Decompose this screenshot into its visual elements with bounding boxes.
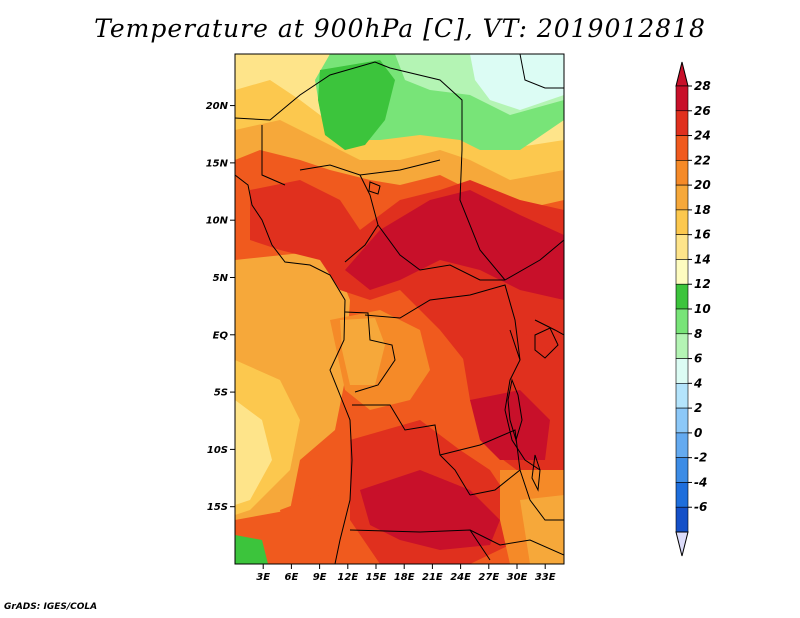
- colorbar-label: 0: [694, 426, 702, 440]
- colorbar-swatch: [675, 308, 689, 335]
- coastline-west-africa: [235, 174, 353, 564]
- lon-tick-label: 15E: [366, 572, 387, 583]
- colorbar-label: 20: [694, 178, 711, 192]
- lon-tick-label: 18E: [394, 572, 415, 583]
- lat-tick-label: EQ: [213, 330, 229, 341]
- border-gabon-congo: [344, 311, 396, 393]
- lon-tick-label: 6E: [285, 572, 299, 583]
- lon-tick-label: 27E: [478, 572, 499, 583]
- lat-tick-label: 10S: [207, 445, 228, 456]
- lake-malawi: [531, 454, 541, 492]
- lon-tick-label: 12E: [337, 572, 358, 583]
- lon-tick-label: 3E: [256, 572, 270, 583]
- field-sw-warm: [280, 495, 350, 564]
- colorbar-swatch: [675, 482, 689, 508]
- colorbar-swatch: [675, 209, 689, 235]
- lon-tick-label: 33E: [535, 572, 556, 583]
- border-sa: [469, 529, 564, 556]
- field-pale-southwest: [235, 400, 272, 505]
- colorbar-label: 14: [694, 252, 711, 266]
- colorbar-label: 6: [694, 352, 702, 366]
- lon-tick-label: 30E: [507, 572, 528, 583]
- colorbar-top-arrow: [675, 61, 689, 87]
- border-mozambique: [519, 469, 564, 521]
- field-north-cyan: [470, 54, 564, 110]
- nile-red-sea: [519, 54, 564, 89]
- border-kenya: [534, 319, 564, 336]
- border-cameroon-car: [377, 224, 505, 281]
- colorbar-label: -6: [694, 500, 707, 514]
- colorbar-swatch: [675, 333, 689, 359]
- border-east-lakes: [504, 329, 541, 471]
- field-hottest-north: [345, 190, 564, 300]
- colorbar-swatch: [675, 234, 689, 260]
- map-frame: [234, 53, 565, 565]
- colorbar-swatch: [675, 432, 689, 458]
- colorbar-swatch: [675, 184, 689, 211]
- lon-tick-label: 24E: [450, 572, 471, 583]
- plot-title: Temperature at 900hPa [C], VT: 201901281…: [94, 14, 706, 43]
- field-sw-green: [235, 535, 268, 564]
- colorbar-swatch: [675, 283, 689, 310]
- longitude-axis: 3E 6E 9E 12E 15E 18E 21E 24E 27E 30E 33E: [256, 564, 556, 583]
- lat-tick-label: 15S: [207, 502, 228, 513]
- field-east-hottest: [470, 390, 550, 460]
- colorbar-bottom-arrow: [675, 531, 689, 557]
- lat-tick-label: 5N: [213, 273, 229, 284]
- country-borders: [235, 54, 564, 564]
- colorbar-swatch: [675, 85, 689, 112]
- colorbar-swatch: [675, 358, 689, 384]
- border-angola-namibia: [349, 529, 491, 561]
- colorbar-swatch: [675, 259, 689, 285]
- field-southeast-lightorange: [520, 495, 564, 564]
- border-zambia: [439, 429, 521, 496]
- colorbar-swatch: [675, 135, 689, 161]
- colorbar-label: 8: [694, 327, 702, 341]
- lake-chad: [368, 181, 381, 195]
- colorbar-label: 16: [694, 228, 711, 242]
- border-mali: [261, 125, 286, 186]
- colorbar-swatch: [675, 110, 689, 136]
- lake-victoria: [534, 327, 559, 359]
- colorbar-label: 22: [694, 153, 711, 167]
- border-angola-drc: [352, 404, 471, 496]
- colorbar-label: 28: [694, 79, 711, 93]
- colorbar-label: 24: [694, 129, 711, 143]
- colorbar-label: 12: [694, 277, 711, 291]
- lake-tanganyika: [507, 378, 523, 442]
- lon-tick-label: 21E: [422, 572, 443, 583]
- field-north-darkgreen: [318, 60, 395, 150]
- latitude-axis: 20N 15N 10N 5N EQ 5S 10S 15S: [206, 101, 235, 513]
- colorbar-swatch: [675, 506, 689, 533]
- border-niger: [299, 159, 441, 176]
- temperature-field: [235, 54, 564, 564]
- border-sudan: [459, 149, 564, 281]
- lat-tick-label: 20N: [206, 101, 229, 112]
- colorbar-label: -2: [694, 451, 707, 465]
- field-basin-lightorange: [340, 318, 385, 385]
- colorbar-label: 4: [693, 376, 702, 390]
- colorbar-label: -4: [694, 475, 707, 489]
- colorbar-label: 2: [694, 401, 702, 415]
- lat-tick-label: 5S: [214, 388, 228, 399]
- colorbar-label: 18: [694, 203, 711, 217]
- lat-tick-label: 15N: [206, 158, 229, 169]
- lon-tick-label: 9E: [313, 572, 327, 583]
- grads-credit: GrADS: IGES/COLA: [4, 602, 98, 612]
- colorbar-label: 10: [694, 302, 711, 316]
- colorbar-swatch: [675, 407, 689, 434]
- colorbar-swatch: [675, 383, 689, 409]
- lat-tick-label: 10N: [206, 216, 229, 227]
- colorbar-label: 26: [694, 104, 711, 118]
- border-sahel: [235, 61, 463, 150]
- colorbar-swatch: [675, 160, 689, 186]
- border-drc-north: [364, 284, 521, 361]
- colorbar-swatch: [675, 457, 689, 483]
